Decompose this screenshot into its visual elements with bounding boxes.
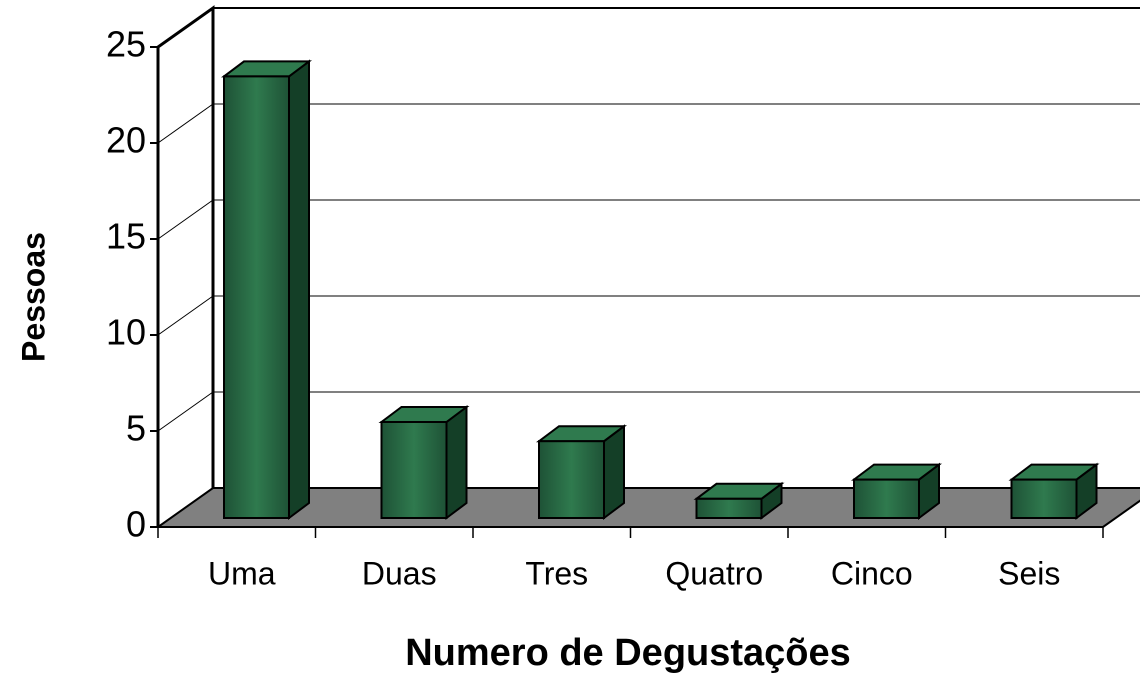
grid-line [157,7,214,48]
y-tick-label: 25 [106,24,146,65]
x-tick-label: Seis [998,555,1060,591]
bar [536,424,627,520]
x-tick-label: Uma [208,555,276,591]
bar-front [695,497,763,519]
y-tick-label: 20 [106,120,146,161]
grid-line [157,103,214,144]
bar-front [1010,478,1078,520]
grid-line [157,295,214,336]
grid-line [157,391,214,432]
bar [221,59,312,520]
bar-side [445,405,468,520]
bar [378,405,470,520]
x-tick-label: Cinco [831,555,913,591]
bar-front [380,421,448,519]
x-tick-label: Tres [525,555,588,591]
x-axis-title: Numero de Degustações [405,632,851,674]
y-tick-label: 5 [126,408,146,449]
y-axis-title: Pessoas [15,232,51,362]
bar [1008,462,1100,520]
x-tick-label: Quatro [665,555,763,591]
bar [693,481,785,520]
bar-front [223,75,290,520]
bar-side [288,59,310,520]
bar [851,462,942,520]
y-tick-label: 0 [126,504,146,545]
bar-front [853,478,920,520]
bar-front [538,440,605,520]
y-tick-label: 15 [106,216,146,257]
wall [156,5,215,527]
x-tick-label: Duas [362,555,437,591]
grid-line [157,199,214,240]
y-tick-label: 10 [106,312,146,353]
